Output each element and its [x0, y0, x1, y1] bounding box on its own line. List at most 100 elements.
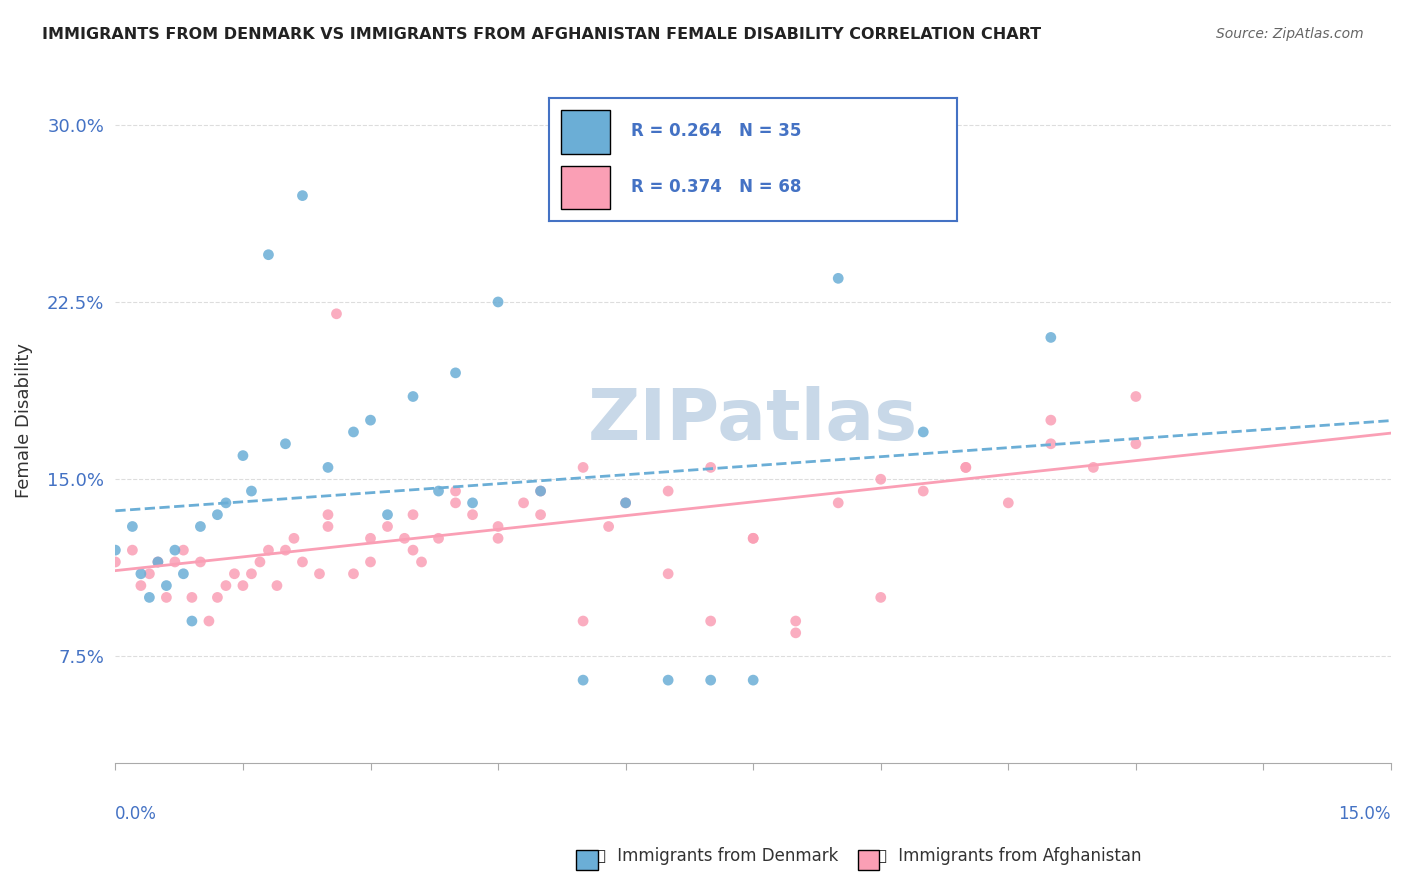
Point	[444, 496, 467, 510]
Text: □  Immigrants from Denmark: □ Immigrants from Denmark	[591, 847, 838, 865]
Point	[997, 496, 1019, 510]
Point	[291, 555, 314, 569]
Point	[342, 425, 364, 439]
Point	[598, 519, 620, 533]
Point	[129, 566, 152, 581]
Point	[155, 578, 177, 592]
Text: Source: ZipAtlas.com: Source: ZipAtlas.com	[1216, 27, 1364, 41]
Point	[180, 614, 202, 628]
Point	[699, 460, 721, 475]
Point	[869, 591, 891, 605]
Point	[283, 531, 305, 545]
Point	[912, 425, 935, 439]
Point	[529, 484, 551, 499]
Point	[240, 484, 263, 499]
Point	[172, 566, 194, 581]
Point	[742, 531, 765, 545]
Point	[869, 472, 891, 486]
Point	[402, 543, 425, 558]
Point	[1125, 437, 1147, 451]
Point	[1083, 460, 1105, 475]
Point	[360, 555, 382, 569]
Point	[572, 460, 595, 475]
Point	[1039, 437, 1062, 451]
Point	[121, 543, 143, 558]
Point	[394, 531, 416, 545]
Point	[215, 496, 238, 510]
Point	[614, 153, 637, 168]
Point	[240, 566, 263, 581]
Point	[572, 673, 595, 687]
Point	[180, 591, 202, 605]
Point	[785, 614, 807, 628]
Point	[402, 508, 425, 522]
Point	[614, 496, 637, 510]
Point	[742, 673, 765, 687]
Point	[657, 673, 679, 687]
Point	[232, 449, 254, 463]
Point	[827, 496, 849, 510]
Point	[955, 460, 977, 475]
Text: 15.0%: 15.0%	[1339, 805, 1391, 823]
Point	[316, 460, 339, 475]
Point	[486, 295, 509, 310]
Point	[257, 543, 280, 558]
Point	[266, 578, 288, 592]
Point	[1039, 413, 1062, 427]
Point	[377, 519, 399, 533]
Point	[512, 496, 534, 510]
Point	[444, 484, 467, 499]
Point	[444, 366, 467, 380]
Text: 0.0%: 0.0%	[115, 805, 157, 823]
Point	[657, 566, 679, 581]
Point	[249, 555, 271, 569]
Point	[461, 496, 484, 510]
Point	[955, 460, 977, 475]
Point	[614, 496, 637, 510]
Point	[699, 614, 721, 628]
Point	[325, 307, 347, 321]
Point	[427, 531, 450, 545]
Point	[402, 390, 425, 404]
Point	[104, 555, 127, 569]
Point	[274, 543, 297, 558]
Point	[785, 625, 807, 640]
Point	[257, 248, 280, 262]
Point	[427, 484, 450, 499]
Point	[486, 531, 509, 545]
Point	[308, 566, 330, 581]
Text: ZIPatlas: ZIPatlas	[588, 385, 918, 455]
Text: □  Immigrants from Afghanistan: □ Immigrants from Afghanistan	[872, 847, 1142, 865]
Point	[232, 578, 254, 592]
Point	[360, 413, 382, 427]
Point	[572, 614, 595, 628]
Point	[190, 519, 212, 533]
Point	[207, 508, 229, 522]
Point	[461, 508, 484, 522]
Text: IMMIGRANTS FROM DENMARK VS IMMIGRANTS FROM AFGHANISTAN FEMALE DISABILITY CORRELA: IMMIGRANTS FROM DENMARK VS IMMIGRANTS FR…	[42, 27, 1042, 42]
Point	[121, 519, 143, 533]
Y-axis label: Female Disability: Female Disability	[15, 343, 32, 498]
Point	[316, 508, 339, 522]
Point	[342, 566, 364, 581]
Point	[163, 543, 186, 558]
Point	[912, 484, 935, 499]
Point	[207, 591, 229, 605]
Point	[155, 591, 177, 605]
Point	[529, 508, 551, 522]
Point	[198, 614, 221, 628]
Point	[163, 555, 186, 569]
Point	[146, 555, 169, 569]
Point	[274, 437, 297, 451]
Point	[190, 555, 212, 569]
Point	[742, 531, 765, 545]
Point	[138, 566, 160, 581]
Point	[224, 566, 246, 581]
Point	[1039, 330, 1062, 344]
Point	[486, 519, 509, 533]
Point	[360, 531, 382, 545]
Point	[377, 508, 399, 522]
Point	[411, 555, 433, 569]
Point	[657, 484, 679, 499]
Point	[138, 591, 160, 605]
